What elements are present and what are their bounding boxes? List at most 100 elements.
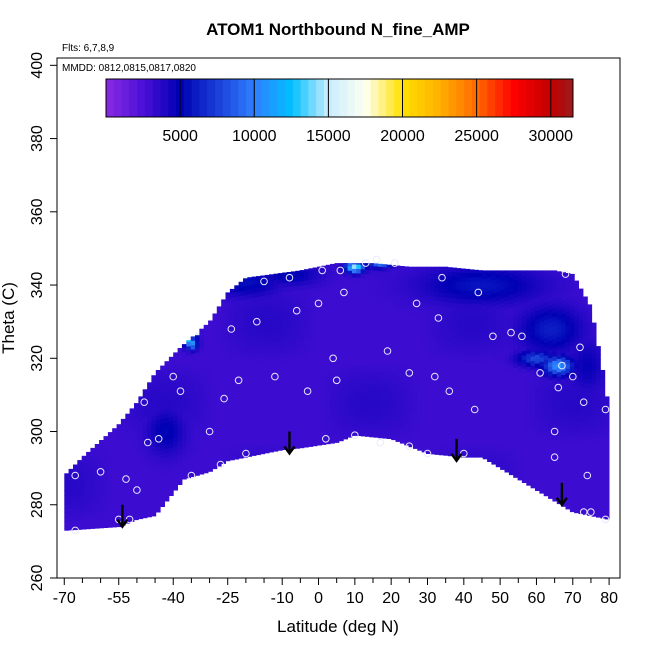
heatmap-cell — [365, 423, 370, 428]
heatmap-cell — [290, 356, 296, 362]
heatmap-cell — [295, 329, 301, 335]
heatmap-cell — [138, 505, 144, 511]
heatmap-cell — [164, 492, 170, 498]
heatmap-cell — [430, 414, 436, 420]
heatmap-cell — [129, 486, 135, 492]
heatmap-cell — [447, 350, 453, 356]
heatmap-cell — [243, 387, 248, 392]
heatmap-cell — [517, 277, 523, 283]
colorbar-segment — [253, 79, 263, 117]
heatmap-cell — [408, 314, 414, 320]
heatmap-cell — [426, 436, 431, 441]
heatmap-cell — [417, 423, 423, 429]
heatmap-cell — [208, 322, 213, 327]
heatmap-cell — [569, 331, 575, 337]
heatmap-cell — [491, 275, 497, 280]
heatmap-cell — [439, 301, 444, 306]
heatmap-cell — [600, 377, 606, 383]
heatmap-cell — [369, 384, 375, 389]
heatmap-cell — [517, 335, 523, 340]
heatmap-cell — [395, 384, 401, 390]
heatmap-cell — [443, 319, 449, 324]
heatmap-cell — [142, 500, 148, 505]
heatmap-cell — [343, 294, 348, 299]
heatmap-cell — [395, 358, 401, 363]
heatmap-cell — [325, 360, 331, 366]
heatmap-cell — [356, 396, 362, 401]
heatmap-cell — [112, 469, 117, 475]
heatmap-cell — [399, 315, 405, 321]
heatmap-cell — [116, 522, 122, 528]
heatmap-cell — [591, 454, 597, 460]
heatmap-cell — [565, 487, 571, 492]
heatmap-cell — [469, 400, 475, 405]
heatmap-cell — [495, 422, 501, 428]
heatmap-cell — [251, 367, 257, 373]
heatmap-cell — [548, 423, 553, 429]
heatmap-cell — [299, 373, 305, 378]
heatmap-cell — [186, 455, 192, 461]
heatmap-cell — [264, 391, 270, 397]
heatmap-cell — [539, 444, 545, 450]
heatmap-cell — [369, 305, 375, 310]
heatmap-cell — [251, 328, 257, 333]
heatmap-cell — [600, 478, 606, 484]
heatmap-cell — [508, 277, 514, 282]
heatmap-cell — [317, 361, 322, 367]
heatmap-cell — [417, 283, 423, 289]
heatmap-cell — [452, 434, 457, 439]
heatmap-cell — [482, 423, 488, 429]
heatmap-cell — [155, 375, 161, 381]
heatmap-cell — [295, 294, 301, 300]
heatmap-cell — [583, 439, 588, 445]
heatmap-cell — [116, 465, 122, 470]
heatmap-cell — [264, 413, 270, 419]
heatmap-cell — [177, 366, 183, 371]
heatmap-cell — [408, 433, 414, 439]
heatmap-cell — [221, 441, 226, 447]
heatmap-cell — [155, 384, 161, 390]
heatmap-cell — [125, 461, 131, 467]
heatmap-cell — [556, 402, 562, 408]
heatmap-cell — [482, 300, 488, 306]
heatmap-cell — [164, 391, 170, 396]
heatmap-cell — [290, 286, 296, 291]
heatmap-cell — [569, 432, 575, 438]
heatmap-cell — [530, 342, 536, 348]
heatmap-cell — [465, 325, 471, 331]
heatmap-cell — [487, 430, 492, 436]
heatmap-cell — [216, 448, 222, 454]
heatmap-cell — [99, 475, 104, 480]
heatmap-cell — [164, 426, 170, 432]
heatmap-cell — [190, 353, 196, 359]
heatmap-cell — [142, 447, 148, 453]
heatmap-cell — [243, 356, 248, 361]
heatmap-cell — [521, 438, 527, 444]
heatmap-cell — [574, 363, 579, 369]
heatmap-cell — [334, 284, 340, 290]
heatmap-cell — [282, 401, 287, 407]
heatmap-cell — [447, 293, 453, 298]
heatmap-cell — [243, 312, 248, 318]
heatmap-cell — [535, 341, 540, 346]
heatmap-cell — [208, 427, 213, 433]
heatmap-cell — [452, 337, 457, 343]
heatmap-cell — [491, 349, 497, 355]
heatmap-cell — [447, 271, 453, 276]
heatmap-cell — [343, 434, 348, 440]
heatmap-cell — [282, 366, 287, 371]
heatmap-cell — [447, 389, 453, 395]
heatmap-cell — [168, 356, 174, 360]
heatmap-cell — [417, 401, 423, 407]
heatmap-cell — [203, 376, 209, 381]
heatmap-cell — [190, 432, 196, 438]
heatmap-cell — [565, 504, 571, 510]
heatmap-cell — [347, 353, 353, 359]
heatmap-cell — [290, 404, 296, 410]
heatmap-cell — [552, 342, 558, 348]
heatmap-cell — [447, 367, 453, 373]
heatmap-cell — [391, 426, 396, 432]
heatmap-cell — [212, 332, 218, 338]
heatmap-cell — [125, 510, 131, 515]
heatmap-cell — [539, 352, 545, 358]
